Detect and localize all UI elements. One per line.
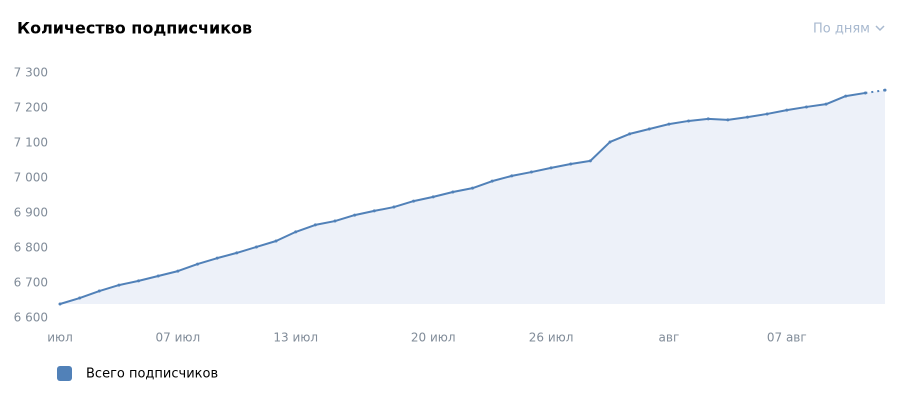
point — [765, 112, 769, 116]
point — [431, 195, 435, 199]
x-tick-label: июл — [47, 331, 73, 345]
point — [176, 269, 180, 273]
point — [726, 118, 730, 122]
point — [667, 122, 671, 126]
point — [313, 223, 317, 227]
point — [529, 170, 533, 174]
y-tick-label: 6 800 — [14, 241, 48, 255]
point — [628, 132, 632, 136]
point — [647, 127, 651, 131]
point — [451, 190, 455, 194]
chart-title: Количество подписчиков — [17, 19, 252, 38]
x-tick-label: 07 июл — [156, 331, 201, 345]
point — [333, 219, 337, 223]
point — [215, 256, 219, 260]
point — [353, 213, 357, 217]
period-label[interactable]: По дням — [813, 22, 870, 37]
point — [490, 179, 494, 183]
point — [254, 245, 258, 249]
period-dropdown[interactable]: По дням — [813, 22, 885, 37]
x-tick-label: авг — [659, 331, 680, 345]
line — [59, 91, 866, 305]
point — [372, 209, 376, 213]
legend-swatch — [57, 366, 72, 381]
point — [294, 230, 298, 234]
point — [706, 117, 710, 121]
point — [687, 119, 691, 123]
x-tick-label: 13 июл — [273, 331, 318, 345]
point — [510, 174, 514, 178]
legend-label: Всего подписчиков — [86, 367, 218, 382]
point — [824, 102, 828, 106]
point — [569, 162, 573, 166]
point — [746, 115, 749, 119]
y-tick-label: 7 200 — [14, 101, 48, 115]
point — [844, 94, 848, 98]
y-tick-label: 6 600 — [14, 311, 48, 325]
point — [274, 239, 278, 243]
point — [97, 289, 101, 293]
point — [412, 199, 416, 203]
y-tick-label: 7 000 — [14, 171, 48, 185]
point — [785, 108, 789, 112]
point — [608, 140, 612, 144]
x-tick-label: 26 июл — [529, 331, 574, 345]
point — [137, 279, 141, 283]
area — [60, 90, 885, 305]
y-tick-label: 7 100 — [14, 136, 48, 150]
y-tick-label: 6 700 — [14, 276, 48, 290]
point — [117, 283, 121, 287]
point — [471, 186, 474, 190]
point — [58, 302, 62, 306]
point — [156, 274, 160, 278]
y-tick-label: 6 900 — [14, 206, 48, 220]
y-tick-label: 7 300 — [14, 66, 48, 80]
point — [863, 91, 867, 95]
point — [78, 296, 82, 300]
chevron[interactable] — [875, 25, 885, 32]
point — [804, 105, 808, 109]
point — [883, 88, 887, 92]
point — [235, 251, 239, 255]
x-tick-label: 20 июл — [411, 331, 456, 345]
point — [588, 159, 592, 163]
point — [196, 262, 199, 266]
x-tick-label: 07 авг — [767, 331, 807, 345]
point — [549, 166, 553, 170]
point — [392, 205, 396, 209]
